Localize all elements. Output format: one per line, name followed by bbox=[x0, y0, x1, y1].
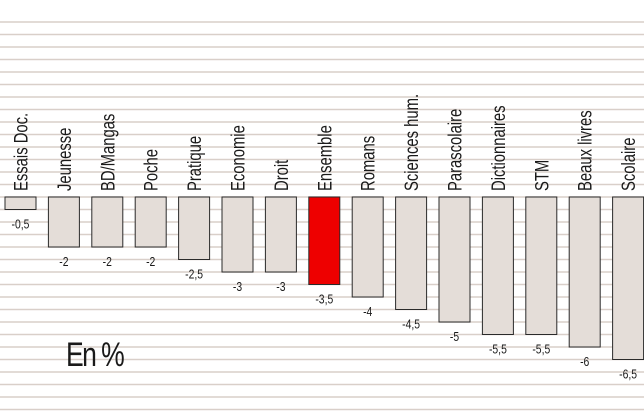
bar-dictionnaires bbox=[481, 196, 514, 335]
bar-beaux-livres bbox=[568, 196, 601, 348]
bar-romans bbox=[351, 196, 384, 298]
value-label: -2,5 bbox=[185, 267, 203, 281]
category-label: Essais Doc. bbox=[11, 113, 32, 191]
bar-stm bbox=[525, 196, 558, 335]
category-label: Romans bbox=[358, 136, 379, 191]
value-label: -0,5 bbox=[12, 217, 30, 231]
value-label: -5,5 bbox=[532, 342, 550, 356]
value-label: -4,5 bbox=[402, 317, 420, 331]
bar-droit bbox=[264, 196, 297, 273]
value-label: -3,5 bbox=[315, 292, 333, 306]
category-label: Jeunesse bbox=[54, 128, 75, 191]
bar-poche bbox=[134, 196, 167, 248]
category-label: Beaux livres bbox=[575, 110, 596, 191]
category-label: Ensemble bbox=[315, 125, 336, 191]
value-labels: -0,5 -2 -2 -2 -2,5 -3 -3 -3,5 -4 -4,5 -5 -5,5 -5,5 -6… bbox=[12, 217, 638, 381]
category-labels: Essais Doc. Jeunesse BD/Mangas Poche Pratiqu… bbox=[11, 94, 640, 191]
bar-essais-doc bbox=[4, 196, 37, 210]
category-label: Economie bbox=[228, 125, 249, 191]
unit-label: En % bbox=[66, 336, 125, 374]
bar-ensemble bbox=[308, 196, 341, 285]
bar-bd-mangas bbox=[91, 196, 124, 248]
value-label: -6,5 bbox=[619, 367, 637, 381]
category-label: Parascolaire bbox=[445, 109, 466, 191]
bar-scolaire bbox=[612, 196, 644, 360]
value-label: -2 bbox=[103, 255, 112, 269]
value-label: -6 bbox=[580, 355, 590, 369]
category-label: Poche bbox=[141, 149, 162, 191]
value-label: -2 bbox=[59, 255, 68, 269]
value-label: -3 bbox=[276, 280, 286, 294]
category-label: Scolaire bbox=[618, 138, 639, 191]
category-label: STM bbox=[532, 160, 553, 191]
bar-pratique bbox=[178, 196, 211, 260]
value-label: -4 bbox=[363, 305, 373, 319]
category-label: Pratique bbox=[184, 136, 205, 191]
value-label: -5,5 bbox=[489, 342, 507, 356]
value-label: -2 bbox=[146, 255, 155, 269]
bars bbox=[4, 196, 644, 360]
category-label: BD/Mangas bbox=[98, 114, 119, 191]
category-label: Sciences hum. bbox=[401, 94, 422, 191]
value-label: -5 bbox=[450, 330, 460, 344]
category-label: Dictionnaires bbox=[488, 105, 509, 191]
bar-jeunesse bbox=[47, 196, 80, 248]
value-label: -3 bbox=[233, 280, 243, 294]
bar-economie bbox=[221, 196, 254, 273]
category-label: Droit bbox=[271, 160, 292, 191]
bar-sciences-hum bbox=[395, 196, 428, 310]
bar-parascolaire bbox=[438, 196, 471, 323]
